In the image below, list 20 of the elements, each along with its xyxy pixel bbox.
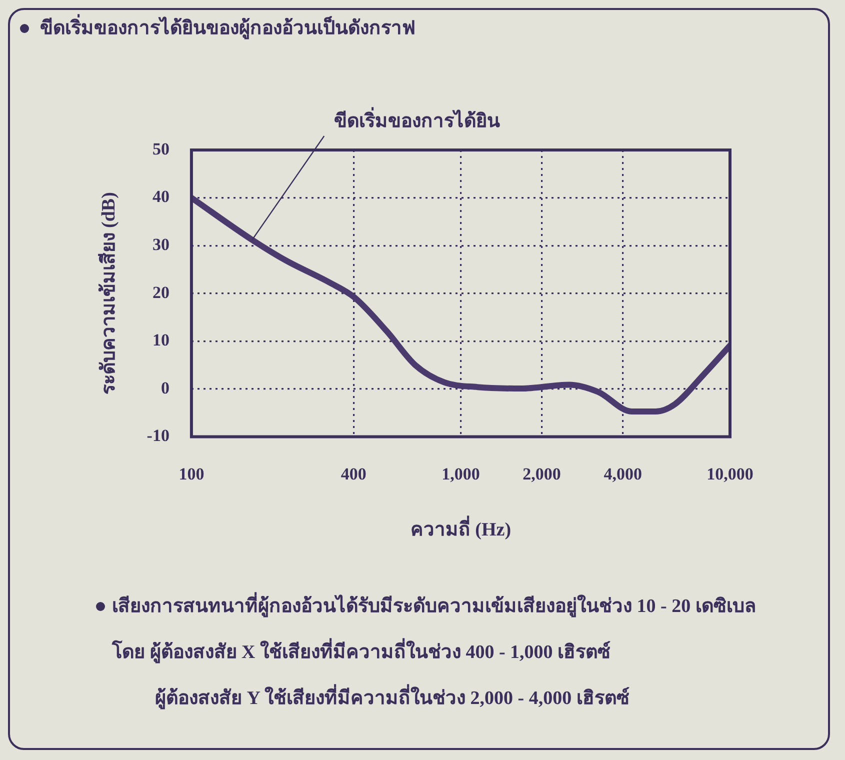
x-tick-label: 2,000 bbox=[522, 464, 561, 484]
y-tick-label: 0 bbox=[160, 378, 170, 398]
chart-title: ขีดเริ่มของการได้ยินของผู้กองอ้วนเป็นดังกราฟ bbox=[40, 13, 415, 42]
x-tick-label: 400 bbox=[340, 464, 366, 484]
x-axis-title: ความถี่ (Hz) bbox=[410, 516, 512, 541]
y-tick-label: 20 bbox=[152, 282, 170, 302]
y-tick-label: 10 bbox=[152, 330, 170, 350]
y-axis-title: ระดับความเข้มเสียง (dB) bbox=[97, 192, 120, 395]
x-tick-label: 4,000 bbox=[604, 464, 642, 484]
text: โดย ผู้ต้องสงสัย X ใช้เสียงที่มีความถี่ในช่วง 400 - 1,000 เฮิรตซ์ bbox=[112, 637, 611, 666]
text: ผู้ต้องสงสัย Y ใช้เสียงที่มีความถี่ในช่วง 2,000 - 4,000 เฮิรตซ์ bbox=[155, 683, 630, 712]
y-tick-label: 50 bbox=[152, 139, 170, 158]
y-tick-label: 40 bbox=[152, 187, 170, 206]
x-tick-label: 100 bbox=[178, 464, 204, 484]
annotation: ขีดเริ่มของการได้ยิน bbox=[334, 106, 500, 132]
x-tick-label: 10,000 bbox=[706, 464, 754, 484]
x-tick-label: 1,000 bbox=[442, 464, 480, 484]
y-tick-label: -10 bbox=[146, 426, 170, 446]
text: เสียงการสนทนาที่ผู้กองอ้วนได้รับมีระดับความเข้มเสียงอยู่ในช่วง 10 - 20 เดซิเบล bbox=[112, 591, 756, 620]
y-tick-label: 30 bbox=[152, 234, 170, 254]
